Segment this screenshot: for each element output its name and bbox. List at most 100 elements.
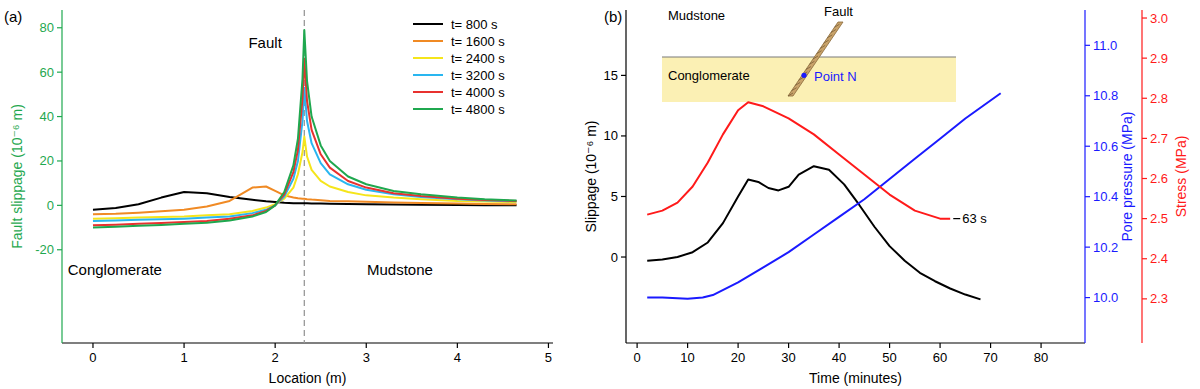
y-tick	[1142, 218, 1147, 219]
x-tick-label: 20	[731, 350, 745, 365]
x-tick-label: 5	[545, 350, 552, 365]
y-tick	[1085, 196, 1090, 197]
layer-boundary	[662, 56, 956, 57]
fault-hatch	[820, 45, 825, 48]
x-axis-line	[62, 342, 553, 343]
y-axis-title: Pore pressure (MPa)	[1119, 112, 1135, 242]
x-tick-label: 80	[1034, 350, 1048, 365]
legend: t= 800 st= 1600 st= 2400 st= 3200 st= 40…	[413, 17, 505, 117]
y-tick	[621, 196, 626, 197]
y-tick	[621, 135, 626, 136]
y-axis-line	[1141, 10, 1142, 343]
x-tick-label: 40	[832, 350, 846, 365]
y-tick	[1142, 258, 1147, 259]
x-tick	[275, 343, 276, 348]
x-tick-label: 4	[454, 350, 461, 365]
y-tick-label: 2.5	[1150, 211, 1168, 226]
x-tick	[737, 343, 738, 348]
annotation: Conglomerate	[68, 261, 162, 278]
y-tick-label: 10.6	[1093, 139, 1118, 154]
y-tick-label: 10.8	[1093, 88, 1118, 103]
y-tick	[1085, 45, 1090, 46]
legend-swatch	[413, 40, 443, 42]
x-tick	[1040, 343, 1041, 348]
legend-label: t= 1600 s	[451, 34, 505, 49]
legend-swatch	[413, 23, 443, 25]
x-tick	[457, 343, 458, 348]
y-tick	[57, 160, 62, 161]
fault-hatch	[788, 93, 793, 96]
x-tick-label: 60	[933, 350, 947, 365]
y-tick-label: 0	[47, 198, 54, 213]
fault-hatch	[834, 24, 839, 27]
series-line	[647, 102, 950, 218]
y-axis-line	[61, 10, 62, 343]
x-tick	[92, 343, 93, 348]
y-tick	[621, 75, 626, 76]
y-tick	[1142, 298, 1147, 299]
y-tick-label: 15	[604, 68, 618, 83]
panel-label: (a)	[4, 8, 22, 25]
series-line	[93, 30, 517, 228]
x-tick	[366, 343, 367, 348]
fault-hatch	[809, 61, 814, 64]
x-tick-label: 30	[781, 350, 795, 365]
legend-label: t= 4800 s	[451, 102, 505, 117]
y-axis-line	[1084, 10, 1085, 343]
y-tick-label: 2.4	[1150, 251, 1168, 266]
legend-swatch	[413, 91, 443, 93]
series-line	[93, 137, 517, 219]
annotation: 63 s	[962, 211, 987, 226]
panel: (b)MudstoneConglomerateFaultPoint N01020…	[583, 4, 1189, 386]
x-tick-label: 0	[89, 350, 96, 365]
fault-zone	[788, 22, 843, 96]
y-tick-label: 2.8	[1150, 91, 1168, 106]
y-tick	[1085, 146, 1090, 147]
series-line	[93, 88, 517, 221]
x-axis-line	[626, 342, 1085, 343]
y-tick-label: 20	[40, 153, 54, 168]
inset-label: Mudstone	[668, 8, 725, 23]
series-line	[647, 166, 980, 299]
y-tick-label: 80	[40, 20, 54, 35]
x-tick	[889, 343, 890, 348]
fault-hatch	[792, 88, 797, 91]
plot-area	[647, 93, 1000, 299]
y-tick-label: 5	[611, 189, 618, 204]
fault-hatch	[831, 30, 836, 33]
y-axis-title: Fault slippage (10⁻⁶ m)	[9, 104, 25, 249]
y-axis-title: Stress (MPa)	[1173, 136, 1189, 218]
x-tick-label: 0	[633, 350, 640, 365]
fault-hatch	[813, 56, 818, 59]
y-tick	[1142, 58, 1147, 59]
y-axis-line	[625, 10, 626, 343]
fault-hatch	[824, 40, 829, 43]
series-line	[93, 59, 517, 226]
y-tick	[57, 116, 62, 117]
x-tick-label: 50	[882, 350, 896, 365]
legend-swatch	[413, 57, 443, 59]
point-n	[801, 73, 806, 78]
fault-hatch	[827, 35, 832, 38]
x-tick	[637, 343, 638, 348]
x-tick	[990, 343, 991, 348]
legend-label: t= 800 s	[451, 17, 498, 32]
x-tick	[548, 343, 549, 348]
y-tick-label: 60	[40, 65, 54, 80]
y-tick	[57, 205, 62, 206]
fault-hatch	[795, 82, 800, 85]
legend-label: t= 2400 s	[451, 51, 505, 66]
panel: (a)012345Location (m)-20020406080Fault s…	[4, 8, 553, 386]
y-tick	[57, 249, 62, 250]
x-tick	[687, 343, 688, 348]
y-tick-label: 2.3	[1150, 291, 1168, 306]
y-tick	[1142, 98, 1147, 99]
y-tick	[57, 27, 62, 28]
fault-hatch	[806, 67, 811, 70]
annotation-tick	[953, 218, 960, 219]
x-tick-label: 70	[983, 350, 997, 365]
y-tick-label: 0	[611, 250, 618, 265]
legend-label: t= 3200 s	[451, 68, 505, 83]
annotation: Mudstone	[367, 261, 433, 278]
y-tick-label: 2.7	[1150, 131, 1168, 146]
